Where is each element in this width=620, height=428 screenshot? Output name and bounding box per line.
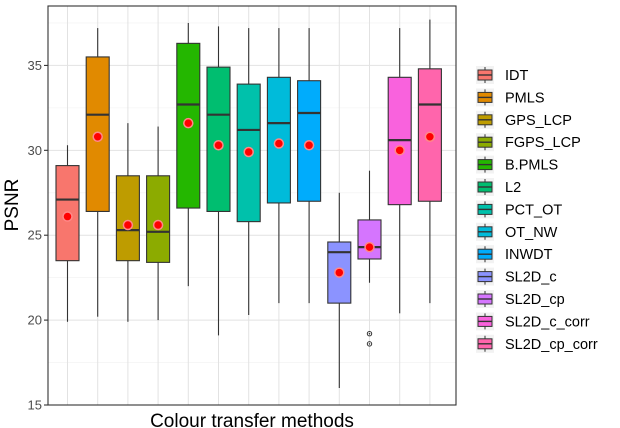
box-body [115, 175, 140, 262]
mean-point [92, 131, 103, 142]
mean-point [364, 241, 375, 253]
legend: IDT PMLS GPS_LCP FGPS_LCP B.PMLS L2 PCT_OT OT_N… [476, 66, 598, 353]
box-PMLS [85, 28, 110, 317]
legend-item: SL2D_cp [476, 290, 565, 308]
mean-point [243, 146, 254, 158]
legend-item: L2 [476, 178, 521, 196]
mean-point [183, 117, 194, 129]
legend-item: INWDT [476, 245, 553, 264]
outlier-point-center [368, 343, 371, 345]
outlier-point [366, 330, 373, 337]
legend-label: PCT_OT [505, 202, 562, 218]
mean-point [394, 145, 405, 156]
legend-item: B.PMLS [476, 155, 558, 174]
legend-item: SL2D_c [476, 267, 557, 286]
box-OT_NW [266, 28, 291, 304]
box-L2 [206, 26, 231, 336]
outlier-point-center [368, 332, 371, 335]
box-INWDT [297, 28, 322, 304]
box-SL2D_cp [357, 170, 382, 347]
mean-point [303, 139, 315, 151]
box-SL2D_c [327, 192, 352, 389]
legend-item: GPS_LCP [476, 110, 572, 129]
legend-item: PMLS [476, 88, 545, 107]
box-B.PMLS [176, 22, 201, 287]
y-tick-label: 25 [28, 228, 42, 243]
box-PCT_OT [236, 28, 261, 316]
legend-label: SL2D_cp_corr [505, 337, 598, 353]
legend-label: L2 [505, 180, 521, 196]
legend-label: IDT [505, 68, 529, 84]
legend-item: IDT [476, 66, 529, 84]
box-SL2D_cp_corr [417, 19, 442, 304]
legend-label: SL2D_cp [505, 292, 565, 308]
mean-point [213, 139, 224, 151]
legend-label: SL2D_c [505, 270, 557, 286]
box-GPS_LCP [115, 123, 140, 322]
box-body [206, 66, 231, 212]
legend-label: INWDT [505, 247, 553, 263]
y-axis: 15 20 25 30 35 [28, 58, 48, 413]
box-body [146, 175, 171, 263]
mean-point [273, 138, 285, 149]
legend-label: PMLS [505, 90, 545, 106]
mean-point [334, 267, 345, 278]
legend-label: FGPS_LCP [505, 135, 581, 151]
box-IDT [55, 145, 80, 322]
boxes [55, 19, 442, 389]
mean-point [424, 131, 436, 142]
outlier-point [366, 341, 373, 347]
x-axis-title: Colour transfer methods [150, 411, 354, 428]
legend-label: OT_NW [505, 225, 558, 241]
box-FGPS_LCP [146, 126, 171, 321]
legend-label: SL2D_c_corr [505, 314, 590, 330]
mean-point [122, 219, 134, 231]
box-body [357, 219, 382, 260]
box-SL2D_c_corr [387, 28, 412, 314]
legend-item: FGPS_LCP [476, 133, 581, 152]
legend-item: SL2D_cp_corr [476, 334, 598, 353]
legend-item: OT_NW [476, 222, 558, 241]
legend-label: GPS_LCP [505, 113, 572, 129]
plot-border [47, 5, 457, 406]
legend-label: B.PMLS [505, 158, 558, 174]
y-tick-label: 35 [28, 58, 42, 73]
legend-item: PCT_OT [476, 200, 562, 219]
y-axis-title: PSNR [2, 179, 23, 232]
y-tick-label: 20 [28, 313, 42, 328]
y-tick-label: 30 [28, 143, 42, 158]
y-tick-label: 15 [28, 398, 42, 413]
mean-point [152, 219, 164, 231]
mean-point [62, 211, 73, 222]
legend-item: SL2D_c_corr [476, 312, 590, 331]
